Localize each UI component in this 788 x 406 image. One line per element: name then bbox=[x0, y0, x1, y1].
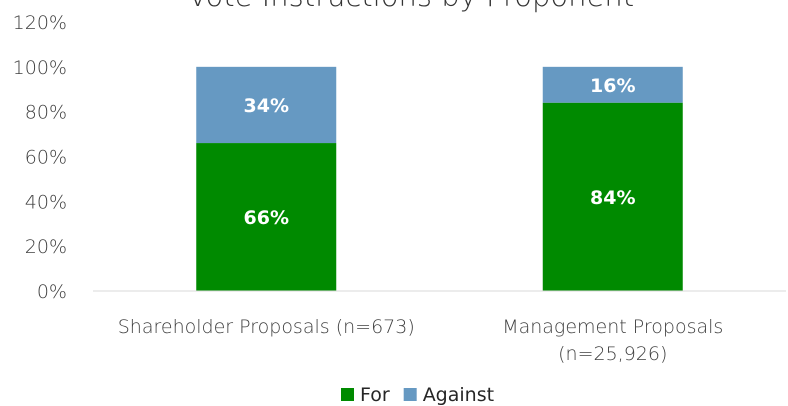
data-label: 84% bbox=[590, 187, 635, 209]
legend-swatch-for bbox=[341, 388, 354, 401]
legend-label-for: For bbox=[360, 384, 390, 406]
data-label: 34% bbox=[244, 95, 289, 117]
data-label: 16% bbox=[590, 75, 635, 97]
bars bbox=[196, 66, 683, 291]
y-axis-ticks: 0% 20% 40% 60% 80% 100% 120% bbox=[13, 12, 67, 303]
data-label: 66% bbox=[244, 207, 289, 229]
data-labels: 66% 34% 84% 16% bbox=[244, 75, 636, 229]
legend-label-against: Against bbox=[423, 384, 494, 406]
x-category-label: Management Proposals bbox=[502, 316, 723, 338]
bar-segment-against bbox=[542, 66, 683, 103]
x-category-label: Shareholder Proposals (n=673) bbox=[118, 316, 415, 338]
x-axis-categories: Shareholder Proposals (n=673) Management … bbox=[118, 316, 724, 365]
bar-segment-against bbox=[196, 66, 337, 144]
y-tick-label: 120% bbox=[13, 12, 67, 34]
y-tick-label: 100% bbox=[13, 57, 67, 79]
y-tick-label: 40% bbox=[25, 191, 67, 213]
y-tick-label: 0% bbox=[37, 281, 67, 303]
bar-segment-for bbox=[196, 143, 337, 291]
y-tick-label: 60% bbox=[25, 147, 67, 169]
x-category-label: (n=25,926) bbox=[558, 343, 667, 365]
bar-segment-for bbox=[542, 102, 683, 291]
y-tick-label: 80% bbox=[25, 102, 67, 124]
legend-swatch-against bbox=[403, 388, 417, 401]
legend: For Against bbox=[341, 384, 494, 406]
chart-title-layer: Vote Instructions by Proponent bbox=[188, 0, 634, 13]
y-tick-label: 20% bbox=[25, 236, 67, 258]
chart-title: Vote Instructions by Proponent bbox=[188, 0, 634, 13]
